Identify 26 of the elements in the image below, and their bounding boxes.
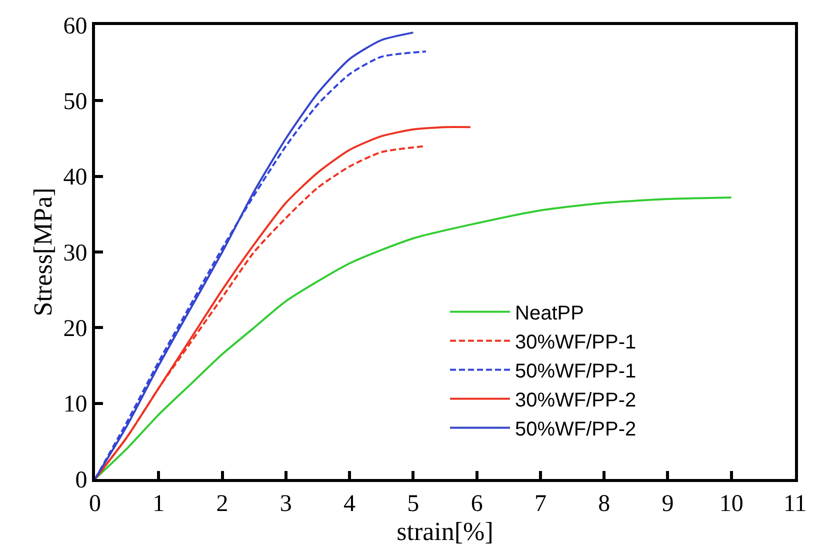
- legend-label: 30%WF/PP-2: [515, 390, 636, 412]
- y-tick-label: 30: [63, 240, 88, 266]
- legend-label: 50%WF/PP-2: [515, 418, 636, 441]
- legend-label: NeatPP: [515, 302, 584, 325]
- y-tick-label: 10: [63, 392, 88, 418]
- y-tick-label: 60: [63, 13, 88, 40]
- x-tick-label: 3: [280, 490, 292, 517]
- y-tick-label: 0: [75, 467, 88, 494]
- x-tick-label: 5: [407, 490, 420, 517]
- y-tick-label: 20: [63, 316, 88, 342]
- legend-label: 30%WF/PP-1: [515, 332, 636, 354]
- x-tick-label: 9: [662, 490, 674, 517]
- x-tick-label: 6: [470, 490, 483, 517]
- x-tick-label: 2: [216, 490, 228, 517]
- legend-label: 50%WF/PP-1: [515, 360, 636, 383]
- x-tick-label: 4: [344, 490, 356, 517]
- y-tick-label: 50: [63, 89, 88, 116]
- x-tick-label: 11: [783, 490, 807, 517]
- x-tick-label: 10: [719, 490, 744, 517]
- x-axis-title: strain[%]: [396, 516, 494, 546]
- line-series: [95, 196, 732, 479]
- x-tick-label: 1: [152, 490, 165, 517]
- x-tick-label: 8: [598, 490, 610, 517]
- y-tick-label: 40: [63, 164, 88, 191]
- y-axis-title: Stress[MPa]: [28, 188, 58, 316]
- x-tick-label: 7: [534, 490, 546, 517]
